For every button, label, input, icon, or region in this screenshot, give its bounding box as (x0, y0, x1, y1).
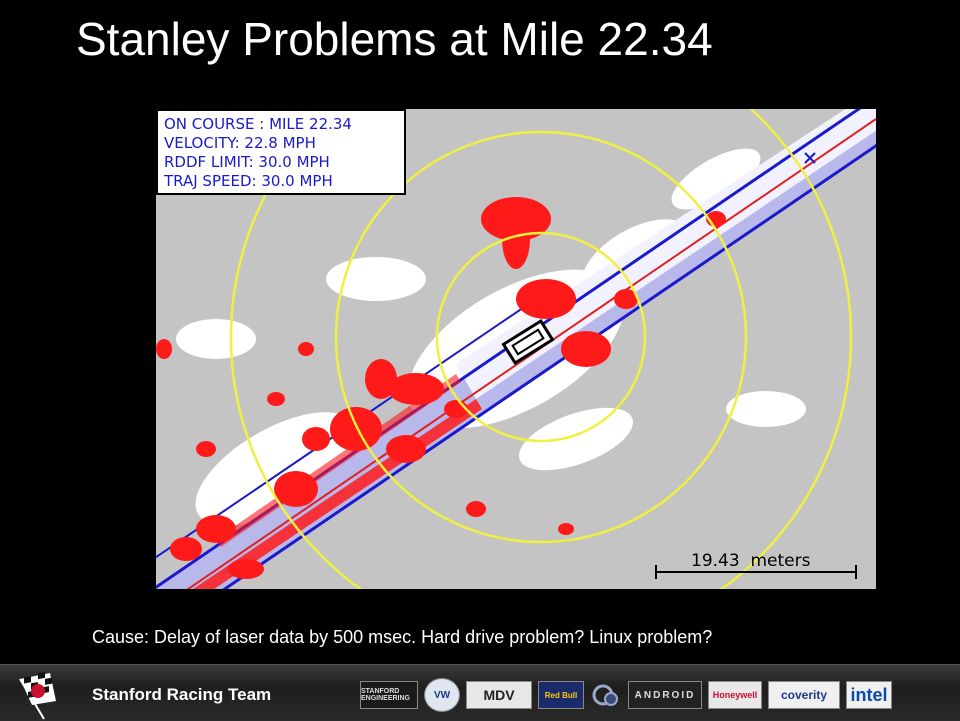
sponsor-logos: STANFORD ENGINEERING VW MDV Red Bull AND… (360, 678, 892, 712)
road-bright (456, 109, 876, 399)
checkered-flag-icon (19, 671, 56, 720)
status-line-velocity: VELOCITY: 22.8 MPH (164, 134, 316, 152)
status-line-course: ON COURSE : MILE 22.34 (164, 115, 352, 133)
waypoint-x-icon (804, 152, 816, 164)
status-line-rddf-limit: RDDF LIMIT: 30.0 MPH (164, 153, 330, 171)
status-box: ON COURSE : MILE 22.34 VELOCITY: 22.8 MP… (156, 109, 406, 195)
racing-emblem-icon (590, 681, 622, 709)
coverity-logo: coverity (768, 681, 840, 709)
slide-caption: Cause: Delay of laser data by 500 msec. … (92, 627, 713, 647)
slide-title: Stanley Problems at Mile 22.34 (76, 13, 713, 65)
status-line-traj-speed: TRAJ SPEED: 30.0 MPH (163, 172, 333, 190)
android-logo: ANDROID (628, 681, 702, 709)
scale-bar-label: 19.43 meters (691, 551, 811, 571)
vehicle-icon (501, 318, 555, 366)
honeywell-logo: Honeywell (708, 681, 762, 709)
red-bull-logo: Red Bull (538, 681, 584, 709)
vw-logo: VW (424, 678, 460, 712)
mdv-logo: MDV (466, 681, 532, 709)
corridor-center-line (186, 118, 876, 589)
scale-bar (655, 565, 857, 579)
obstacle-band-2 (216, 374, 461, 547)
intel-logo: intel (846, 681, 892, 709)
footer-bar: Stanford Racing Team STANFORD ENGINEERIN… (0, 664, 960, 721)
team-name: Stanford Racing Team (92, 685, 272, 704)
corridor-right-edge (222, 143, 876, 589)
range-rings (229, 109, 853, 589)
laser-map: 19.43 meters ON COURSE : MILE 22.34 VELO… (156, 109, 876, 589)
stanford-engineering-logo: STANFORD ENGINEERING (360, 681, 418, 709)
obstacle-band (193, 399, 482, 589)
